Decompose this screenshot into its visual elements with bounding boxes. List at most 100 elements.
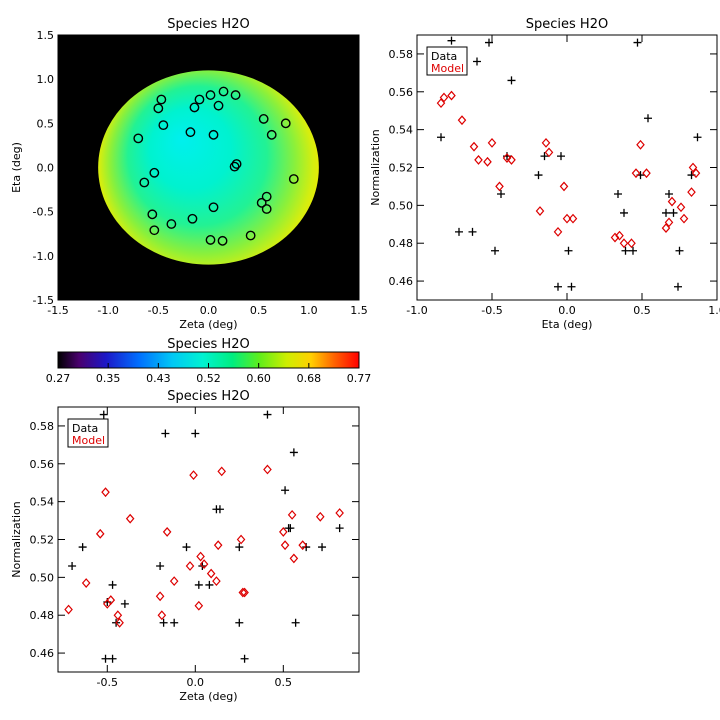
eta-model-point	[642, 168, 651, 179]
map-xtick-label: -0.5	[148, 304, 169, 317]
eta-data-point	[665, 190, 673, 198]
eta-model-point	[559, 181, 569, 192]
eta-data-point	[675, 246, 684, 255]
eta-model-point	[436, 98, 446, 109]
zeta-data-point	[161, 429, 170, 438]
eta-data-point	[473, 57, 481, 66]
eta-title: Species H2O	[526, 17, 608, 32]
zeta-model-point	[287, 509, 297, 520]
eta-ytick-label: 0.58	[389, 48, 414, 61]
eta-ytick-label: 0.54	[389, 124, 414, 137]
zeta-model-point	[280, 540, 290, 551]
zeta-model-point	[194, 600, 204, 611]
zeta-model-point	[213, 540, 223, 551]
map-ylabel: Eta (deg)	[10, 142, 23, 193]
map-source-circle	[187, 213, 198, 224]
map-source-circle	[218, 86, 229, 97]
map-panel: Species H2O -1.5 -1.0 -0.5 0.0 0.5 1.0 1.5 -1.5 -…	[10, 17, 368, 331]
eta-model-point	[627, 238, 636, 249]
eta-legend-box	[426, 46, 468, 76]
map-source-circle	[261, 191, 272, 202]
zeta-model-point	[113, 610, 123, 621]
eta-model-point	[487, 137, 497, 148]
eta-model-point	[483, 156, 492, 167]
zeta-legend-model: Model	[72, 434, 105, 447]
colorbar-panel: Species H2O 0.27 0.35 0.43 0.52 0.60 0.68 0.77	[46, 337, 372, 385]
map-source-circle	[230, 90, 241, 100]
map-source-circle	[245, 230, 256, 241]
eta-ytick-label: 0.56	[389, 86, 414, 99]
eta-model-point	[667, 196, 677, 207]
eta-model-point	[439, 92, 449, 103]
eta-model-point	[562, 213, 572, 224]
zeta-data-point	[335, 524, 344, 533]
eta-data-point	[693, 133, 702, 142]
map-source-circle	[194, 94, 205, 105]
map-source-circle	[149, 225, 160, 236]
colorbar-tick-label: 0.35	[96, 372, 121, 385]
zeta-model-point	[199, 559, 209, 570]
zeta-title: Species H2O	[167, 389, 249, 404]
zeta-model-point	[298, 540, 307, 551]
eta-data-point	[497, 190, 505, 198]
map-xtick-label: -1.0	[97, 304, 118, 317]
zeta-xtick-label: -0.5	[97, 676, 118, 689]
eta-data-point	[455, 227, 463, 236]
map-xlabel: Zeta (deg)	[179, 318, 237, 331]
zeta-model-point	[64, 604, 73, 615]
eta-data-point	[534, 171, 543, 180]
map-ytick-label: -1.5	[33, 294, 54, 307]
map-source-circle	[258, 114, 269, 124]
zeta-model-point	[157, 610, 167, 621]
colorbar-tick-label: 0.77	[347, 372, 372, 385]
map-source-circle	[189, 102, 200, 113]
eta-scatter-panel: Species H2O -1.0 -0.5 0.0 0.5 1.0 0.46 0.48 0.50…	[369, 17, 720, 331]
map-source-circle	[149, 167, 160, 178]
eta-xtick-label: 1.0	[708, 304, 720, 317]
eta-model-point	[457, 115, 467, 126]
zeta-scatter-panel: Species H2O -0.5 0.0 0.5 0.46 0.48 0.50 0.52 0.5…	[10, 389, 360, 703]
map-source-circle	[205, 90, 216, 100]
eta-data-point	[644, 114, 652, 123]
zeta-data-point	[194, 580, 203, 589]
colorbar-title: Species H2O	[167, 337, 249, 352]
zeta-model-point	[106, 595, 116, 605]
map-xtick-label: 0.0	[200, 304, 218, 317]
map-source-circle	[208, 129, 219, 140]
zeta-ytick-label: 0.54	[30, 496, 55, 509]
zeta-model-point	[169, 576, 179, 587]
eta-legend-data: Data	[431, 50, 457, 63]
eta-data-point	[491, 246, 499, 255]
eta-model-point	[661, 223, 671, 233]
map-ytick-label: -1.0	[33, 250, 54, 263]
zeta-data-point	[215, 505, 224, 514]
zeta-data-point	[205, 580, 214, 589]
map-source-circle	[208, 202, 219, 213]
zeta-model-point	[335, 508, 344, 518]
zeta-model-point	[115, 617, 124, 628]
eta-model-point	[568, 213, 578, 224]
zeta-ytick-label: 0.46	[30, 647, 55, 660]
zeta-data-point	[182, 543, 191, 552]
eta-ytick-label: 0.46	[389, 275, 414, 288]
zeta-data-point	[156, 562, 165, 570]
eta-model-point	[502, 153, 512, 163]
map-source-circle	[288, 174, 299, 184]
zeta-data-point	[240, 654, 249, 663]
map-disk	[98, 70, 319, 265]
eta-xtick-label: 0.5	[633, 304, 651, 317]
zeta-data-point	[78, 543, 87, 552]
map-xtick-label: 0.5	[250, 304, 268, 317]
eta-data-point	[629, 246, 637, 255]
eta-model-point	[507, 155, 516, 165]
zeta-model-point	[315, 511, 325, 522]
eta-model-point	[544, 147, 554, 158]
map-source-circle	[256, 197, 267, 208]
eta-xtick-label: -0.5	[481, 304, 502, 317]
eta-model-point	[679, 213, 689, 224]
map-source-circle	[156, 94, 167, 105]
map-ytick-label: 1.5	[37, 29, 55, 42]
zeta-model-point	[217, 466, 226, 477]
zeta-data-point	[159, 618, 168, 627]
